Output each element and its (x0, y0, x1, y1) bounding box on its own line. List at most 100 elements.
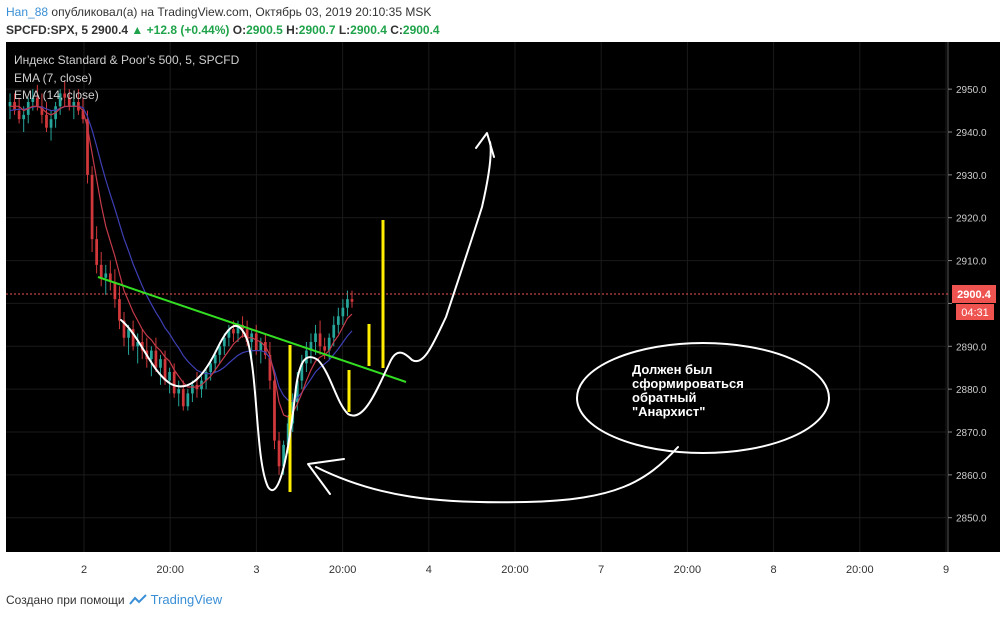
pointer-arrow[interactable] (315, 446, 679, 504)
price-tick-label: 2920.0 (956, 214, 987, 225)
candle-body (245, 329, 249, 342)
time-tick-label: 20:00 (329, 564, 357, 576)
candle-body (113, 282, 117, 300)
close-label: C: (390, 23, 403, 37)
low-label: L: (338, 23, 351, 37)
last-price: 2900.4 (91, 23, 129, 37)
candle-body (63, 93, 67, 98)
candle-body (273, 380, 276, 441)
legend-ema7[interactable]: EMA (7, close) (14, 71, 92, 85)
high-value: 2900.7 (298, 23, 336, 37)
candle-body (177, 389, 181, 394)
candle-body (341, 307, 345, 317)
candle-body (45, 114, 48, 128)
candle-body (154, 350, 158, 368)
candle-body (327, 337, 331, 351)
price-tick-label: 2950.0 (956, 85, 987, 96)
candle-body (131, 329, 135, 347)
annotation-line-2: сформироваться (632, 376, 744, 391)
candle-body (8, 102, 12, 107)
candle-body (350, 299, 354, 302)
time-tick-label: 7 (598, 564, 604, 576)
candle-body (227, 329, 231, 338)
candle-body (159, 359, 162, 368)
candle-body (191, 384, 194, 394)
forecast-path[interactable] (120, 141, 492, 492)
candle-body (49, 119, 53, 128)
candle-body (300, 363, 304, 381)
price-tick-label: 2890.0 (956, 342, 987, 353)
forecast-arrowhead[interactable] (475, 132, 495, 158)
candle-body (118, 299, 121, 321)
price-tick-label: 2860.0 (956, 471, 987, 482)
candle-body (58, 93, 62, 107)
candle-body (218, 346, 222, 355)
candle-body (209, 363, 213, 372)
time-tick-label: 2 (81, 564, 87, 576)
candle-body (40, 106, 44, 115)
candle-body (263, 342, 267, 355)
candle-body (90, 174, 94, 240)
footer-created: Создано при помощи (6, 592, 125, 607)
ohlc-bar: SPCFD:SPX, 5 2900.4 ▲ +12.8 (+0.44%) O:2… (6, 23, 440, 37)
candle-body (172, 372, 176, 394)
price-tick-label: 2910.0 (956, 257, 987, 268)
candle-body (99, 264, 103, 278)
annotation-line-3: обратный (632, 390, 696, 405)
candle-body (318, 333, 322, 347)
candle-body (31, 97, 35, 102)
candle-body (22, 114, 26, 120)
candle-body (186, 393, 190, 407)
chart-panel[interactable]: 2850.0 2860.0 2870.0 2880.0 2890.0 2910.0 2920… (6, 42, 1000, 580)
price-tick-label: 2870.0 (956, 428, 987, 439)
candle-body (323, 346, 327, 351)
footer: Создано при помощи TradingView (6, 592, 222, 607)
price-tick-label: 2940.0 (956, 128, 987, 139)
candle-body (168, 372, 171, 381)
low-value: 2900.4 (350, 23, 387, 37)
candle-body (122, 320, 126, 338)
candle-body (104, 273, 108, 278)
time-tick-label: 3 (253, 564, 259, 576)
author-name[interactable]: Han_88 (6, 5, 49, 19)
price-chart[interactable]: 2850.0 2860.0 2870.0 2880.0 2890.0 2910.0 2920… (6, 42, 1000, 580)
annotation-line-1: Должен был (632, 362, 712, 377)
candle-body (67, 97, 71, 107)
close-value: 2900.4 (402, 23, 440, 37)
candle-body (236, 324, 240, 334)
candle-body (282, 444, 285, 467)
candle-body (232, 329, 235, 334)
open-value: 2900.5 (246, 23, 283, 37)
price-change: +12.8 (+0.44%) (146, 23, 230, 37)
trendline[interactable] (97, 276, 407, 383)
annotation-bubble[interactable] (576, 342, 830, 454)
candle-body (213, 354, 217, 364)
candle-body (95, 239, 99, 265)
up-arrow-icon: ▲ (131, 23, 144, 37)
grid-lines (6, 42, 948, 552)
price-axis: 2850.0 2860.0 2870.0 2880.0 2890.0 2910.0 2920… (948, 85, 987, 525)
ema7-line (10, 105, 353, 418)
time-tick-label: 20:00 (156, 564, 184, 576)
pointer-arrowhead[interactable] (307, 458, 345, 495)
candle-body (136, 342, 140, 347)
candle-body (336, 316, 340, 325)
candle-body (259, 342, 263, 351)
candle-body (127, 329, 130, 338)
candle-body (72, 102, 76, 107)
open-label: O: (232, 23, 247, 37)
footer-brand-link[interactable]: TradingView (150, 592, 223, 607)
candle-body (181, 389, 185, 407)
candle-body (86, 119, 89, 175)
candle-body (108, 273, 112, 282)
candle-body (81, 110, 85, 120)
candle-body (286, 423, 290, 445)
time-axis-area (6, 552, 1000, 580)
legend-ema14[interactable]: EMA (14, close) (14, 88, 99, 102)
candle-body (268, 354, 272, 381)
time-badge (956, 304, 994, 320)
price-tick-label: 2850.0 (956, 514, 987, 525)
chart-legend: Индекс Standard & Poor’s 500, 5, SPCFD E… (14, 53, 240, 102)
time-tick-label: 20:00 (846, 564, 874, 576)
price-tick-label: 2880.0 (956, 385, 987, 396)
